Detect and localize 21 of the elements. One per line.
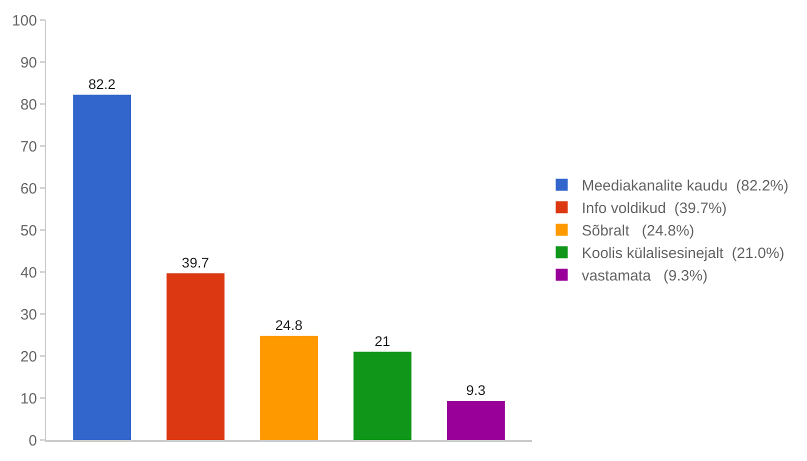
data-label: 39.7 <box>182 254 210 270</box>
y-tick-label: 30 <box>20 306 37 324</box>
y-tick-label: 60 <box>20 180 37 198</box>
legend-label: Sõbralt (24.8%) <box>582 222 694 240</box>
legend-label: Meediakanalite kaudu (82.2%) <box>582 178 789 195</box>
y-tick-label: 20 <box>20 348 37 366</box>
y-tick-label: 40 <box>20 264 37 282</box>
legend-label: Koolis külalisesinejalt (21.0%) <box>582 245 784 262</box>
legend-label: vastamata (9.3%) <box>582 268 708 285</box>
data-label: 82.2 <box>88 76 116 92</box>
y-tick-label: 70 <box>20 138 37 156</box>
data-label: 9.3 <box>466 382 486 398</box>
y-tick-label: 80 <box>20 96 37 114</box>
y-tick-label: 50 <box>20 222 37 240</box>
y-tick-label: 100 <box>12 12 37 30</box>
legend-label: Info voldikud (39.7%) <box>582 200 727 218</box>
y-tick-label: 90 <box>20 54 37 72</box>
y-tick-label: 10 <box>20 390 37 408</box>
y-tick-label: 0 <box>28 432 37 450</box>
data-label: 21 <box>374 332 390 349</box>
data-label: 24.8 <box>275 316 303 333</box>
